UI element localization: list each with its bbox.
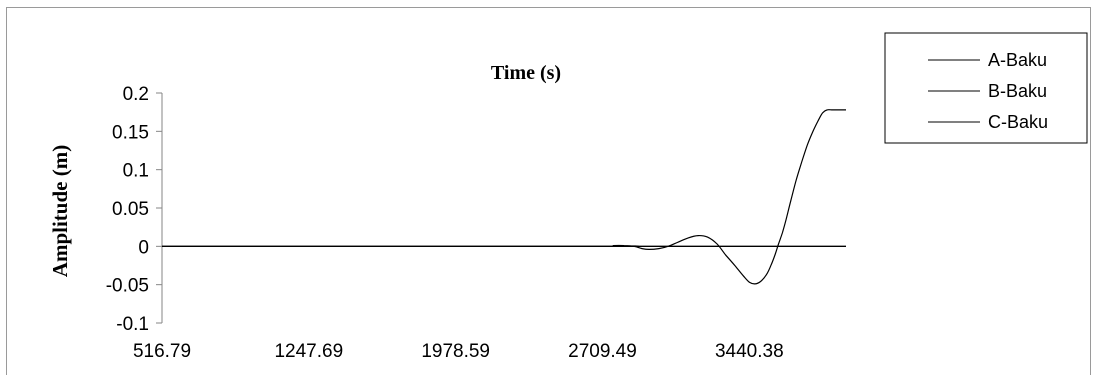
legend: A-Baku B-Baku C-Baku xyxy=(884,32,1088,144)
plot-area xyxy=(161,109,846,285)
y-axis-label: Amplitude (m) xyxy=(48,145,72,277)
y-tick-label: 0.15 xyxy=(112,122,149,143)
x-tick-label: 1978.59 xyxy=(421,341,490,362)
x-tick-label: 2709.49 xyxy=(568,341,637,362)
x-tick-label: 1247.69 xyxy=(274,341,343,362)
y-tick-label: 0.1 xyxy=(123,161,149,182)
x-tick-label: 516.79 xyxy=(133,341,191,362)
x-tick-label: 3440.38 xyxy=(715,341,784,362)
legend-label-b-baku: B-Baku xyxy=(988,81,1047,101)
chart-frame xyxy=(6,7,1091,375)
y-tick-label: 0.2 xyxy=(123,84,149,105)
y-tick-label: -0.1 xyxy=(116,314,149,335)
legend-label-c-baku: C-Baku xyxy=(988,112,1048,132)
legend-box xyxy=(884,32,1088,144)
y-tick-label: -0.05 xyxy=(106,276,149,297)
axes: 0.2 0.15 0.1 0.05 0 -0.05 -0.1 516.79 1247.69 197… xyxy=(106,84,846,362)
chart-title: Time (s) xyxy=(491,62,561,84)
series-line-a-baku xyxy=(161,109,846,285)
legend-label-a-baku: A-Baku xyxy=(988,50,1047,70)
y-tick-label: 0.05 xyxy=(112,199,149,220)
y-tick-label: 0 xyxy=(138,237,149,258)
